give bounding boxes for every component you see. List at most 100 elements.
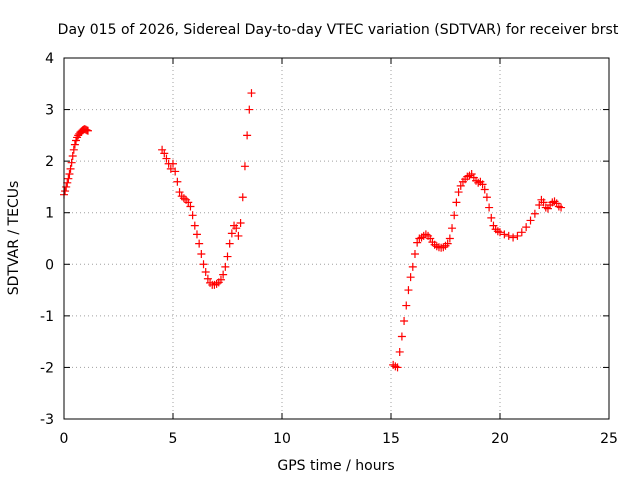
data-point bbox=[173, 177, 182, 186]
series-segment-3 bbox=[389, 170, 539, 372]
data-point bbox=[190, 221, 199, 230]
y-tick-label: -2 bbox=[40, 360, 54, 376]
data-point bbox=[456, 181, 465, 190]
data-point bbox=[67, 158, 76, 167]
data-point bbox=[162, 154, 171, 163]
data-point bbox=[64, 174, 73, 183]
data-point bbox=[448, 224, 457, 233]
data-point bbox=[65, 170, 74, 179]
x-tick-label: 5 bbox=[169, 431, 178, 447]
data-point bbox=[522, 223, 531, 232]
data-point bbox=[530, 209, 539, 218]
y-tick-label: -1 bbox=[40, 309, 54, 325]
data-point bbox=[227, 229, 236, 238]
data-point bbox=[63, 178, 72, 187]
y-tick-label: 3 bbox=[45, 103, 54, 119]
data-point bbox=[225, 239, 234, 248]
data-point bbox=[169, 159, 177, 168]
x-tick-label: 25 bbox=[600, 431, 618, 447]
plot-frame bbox=[63, 57, 610, 420]
data-point bbox=[500, 230, 509, 239]
data-point bbox=[539, 198, 548, 207]
y-tick-label: -3 bbox=[40, 412, 54, 428]
data-point bbox=[517, 228, 526, 237]
series-segment-2 bbox=[158, 89, 256, 289]
data-point bbox=[166, 164, 175, 173]
x-tick-label: 20 bbox=[491, 431, 509, 447]
y-tick-label: 1 bbox=[45, 206, 54, 222]
data-point bbox=[232, 224, 241, 233]
data-point bbox=[160, 149, 169, 158]
data-point bbox=[485, 203, 494, 212]
data-point bbox=[243, 131, 252, 140]
data-point bbox=[406, 273, 415, 282]
data-point bbox=[219, 270, 228, 279]
data-point bbox=[184, 198, 193, 207]
data-point bbox=[68, 151, 77, 160]
y-tick-label: 4 bbox=[45, 51, 54, 67]
data-point bbox=[402, 301, 411, 310]
data-point bbox=[513, 231, 522, 240]
data-point bbox=[70, 140, 79, 149]
data-point bbox=[393, 363, 402, 372]
data-point bbox=[478, 180, 487, 189]
series-layer bbox=[60, 89, 566, 372]
data-point bbox=[395, 347, 404, 356]
data-point bbox=[186, 202, 195, 211]
data-point bbox=[188, 211, 197, 220]
data-point bbox=[482, 193, 491, 202]
series-segment-1 bbox=[60, 125, 92, 199]
data-point bbox=[236, 219, 245, 228]
chart-title: Day 015 of 2026, Sidereal Day-to-day VTE… bbox=[58, 22, 619, 38]
x-tick-label: 10 bbox=[273, 431, 291, 447]
data-point bbox=[410, 249, 419, 258]
data-point bbox=[504, 231, 513, 240]
data-point bbox=[195, 239, 204, 248]
data-point bbox=[480, 185, 489, 194]
data-point bbox=[443, 239, 452, 248]
x-tick-label: 0 bbox=[60, 431, 69, 447]
data-point bbox=[450, 211, 459, 220]
data-point bbox=[535, 200, 544, 209]
data-point bbox=[197, 249, 206, 258]
data-point bbox=[240, 162, 249, 171]
data-point bbox=[238, 193, 247, 202]
data-point bbox=[526, 216, 535, 225]
data-point bbox=[69, 145, 78, 154]
data-point bbox=[66, 164, 75, 173]
data-point bbox=[199, 260, 208, 269]
data-point bbox=[557, 203, 566, 212]
data-point bbox=[509, 233, 518, 242]
data-point bbox=[445, 234, 454, 243]
data-point bbox=[452, 198, 461, 207]
data-point bbox=[487, 213, 496, 222]
series-segment-4 bbox=[535, 195, 566, 213]
data-point bbox=[454, 188, 463, 197]
data-point bbox=[83, 126, 92, 135]
data-point bbox=[203, 274, 212, 283]
y-tick-label: 2 bbox=[45, 154, 54, 170]
data-point bbox=[400, 317, 409, 326]
data-point bbox=[245, 105, 254, 114]
y-tick-label: 0 bbox=[45, 257, 54, 273]
data-point bbox=[397, 332, 406, 341]
data-point bbox=[216, 275, 225, 284]
y-axis-label: SDTVAR / TECUs bbox=[6, 181, 22, 296]
data-point bbox=[234, 231, 243, 240]
grid-layer bbox=[64, 58, 609, 419]
data-point bbox=[247, 89, 256, 98]
x-tick-label: 15 bbox=[382, 431, 400, 447]
data-point bbox=[61, 187, 70, 196]
data-point bbox=[404, 286, 413, 295]
data-point bbox=[223, 252, 232, 261]
data-point bbox=[192, 230, 201, 239]
data-point bbox=[413, 238, 422, 247]
x-axis-label: GPS time / hours bbox=[277, 458, 394, 474]
data-point bbox=[496, 228, 504, 237]
y-tick-labels: -3 -2 -1 0 1 2 3 4 bbox=[40, 51, 54, 428]
data-point bbox=[171, 167, 180, 176]
data-point bbox=[201, 268, 210, 277]
x-tick-labels: 0 5 10 15 20 25 bbox=[60, 431, 618, 447]
